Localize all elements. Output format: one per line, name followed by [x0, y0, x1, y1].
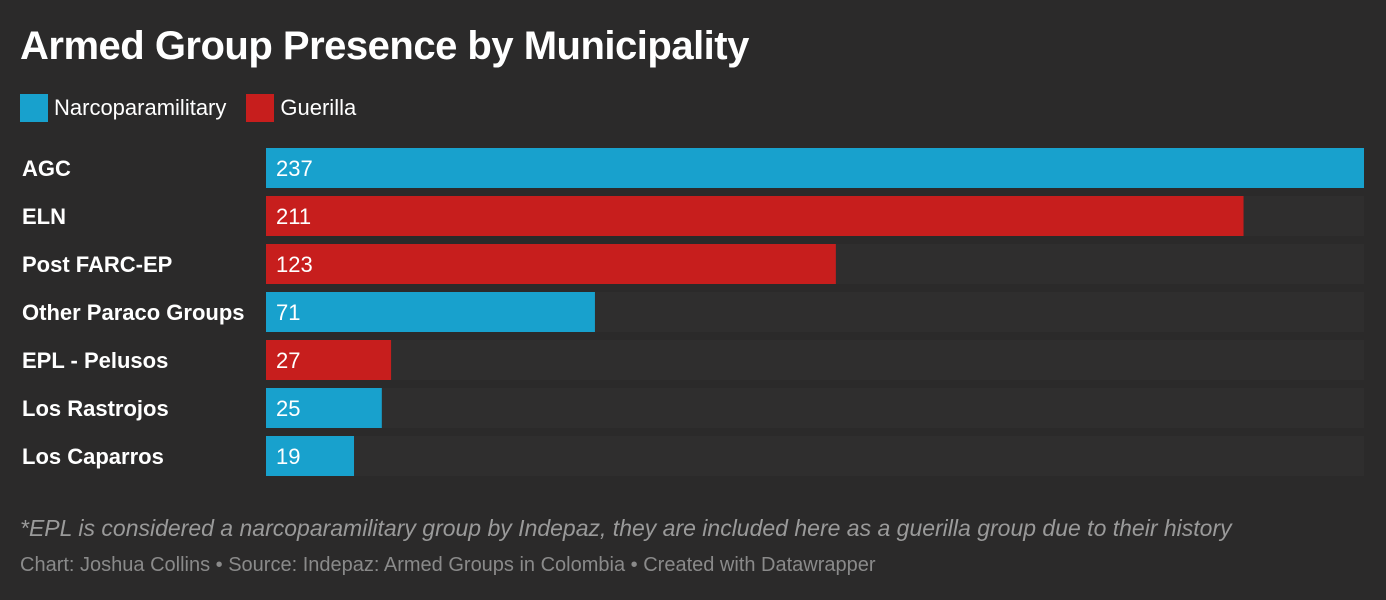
bar-post-farc-ep — [266, 244, 836, 284]
chart-credits: Chart: Joshua Collins • Source: Indepaz:… — [20, 554, 876, 577]
row-label-other-paraco-groups: Other Paraco Groups — [22, 300, 245, 325]
chart-note: *EPL is considered a narcoparamilitary g… — [20, 515, 1232, 541]
legend: Narcoparamilitary Guerilla — [20, 94, 376, 122]
row-label-post-farc-ep: Post FARC-EP — [22, 252, 172, 277]
legend-label-narcoparamilitary: Narcoparamilitary — [54, 95, 227, 120]
row-label-los-caparros: Los Caparros — [22, 444, 164, 469]
value-label-epl-pelusos: 27 — [276, 348, 300, 373]
value-label-other-paraco-groups: 71 — [276, 300, 300, 325]
bar-agc — [266, 148, 1364, 188]
legend-label-guerilla: Guerilla — [280, 95, 357, 120]
value-label-eln: 211 — [276, 204, 311, 229]
value-label-los-rastrojos: 25 — [276, 396, 300, 421]
row-label-los-rastrojos: Los Rastrojos — [22, 396, 169, 421]
bar-los-rastrojos — [266, 388, 382, 428]
bar-eln — [266, 196, 1244, 236]
legend-item-narcoparamilitary: Narcoparamilitary — [20, 94, 226, 122]
bar-epl-pelusos — [266, 340, 392, 380]
row-label-epl-pelusos: EPL - Pelusos — [22, 348, 168, 373]
bar-other-paraco-groups — [266, 292, 595, 332]
bar-track-los-rastrojos — [266, 388, 1364, 428]
legend-swatch-guerilla — [246, 94, 275, 122]
row-label-agc: AGC — [22, 156, 71, 181]
value-label-agc: 237 — [276, 156, 313, 181]
legend-swatch-narcoparamilitary — [20, 94, 48, 122]
legend-item-guerilla: Guerilla — [246, 94, 356, 122]
credit-created: Created with Datawrapper — [643, 554, 876, 576]
bar-track-los-caparros — [266, 436, 1364, 476]
chart-title: Armed Group Presence by Municipality — [20, 24, 749, 68]
credit-chart: Chart: Joshua Collins — [20, 554, 211, 576]
credit-separator: • — [625, 554, 644, 576]
value-label-los-caparros: 19 — [276, 444, 300, 469]
credit-separator: • — [210, 554, 229, 576]
row-label-eln: ELN — [22, 204, 66, 229]
credit-source: Source: Indepaz: Armed Groups in Colombi… — [228, 554, 626, 576]
value-label-post-farc-ep: 123 — [276, 252, 313, 277]
bar-track-epl-pelusos — [266, 340, 1364, 380]
bar-los-caparros — [266, 436, 355, 476]
bar-chart: AGC 237 ELN 211 Post FARC-EP 123 Other Paraco … — [22, 148, 1364, 476]
